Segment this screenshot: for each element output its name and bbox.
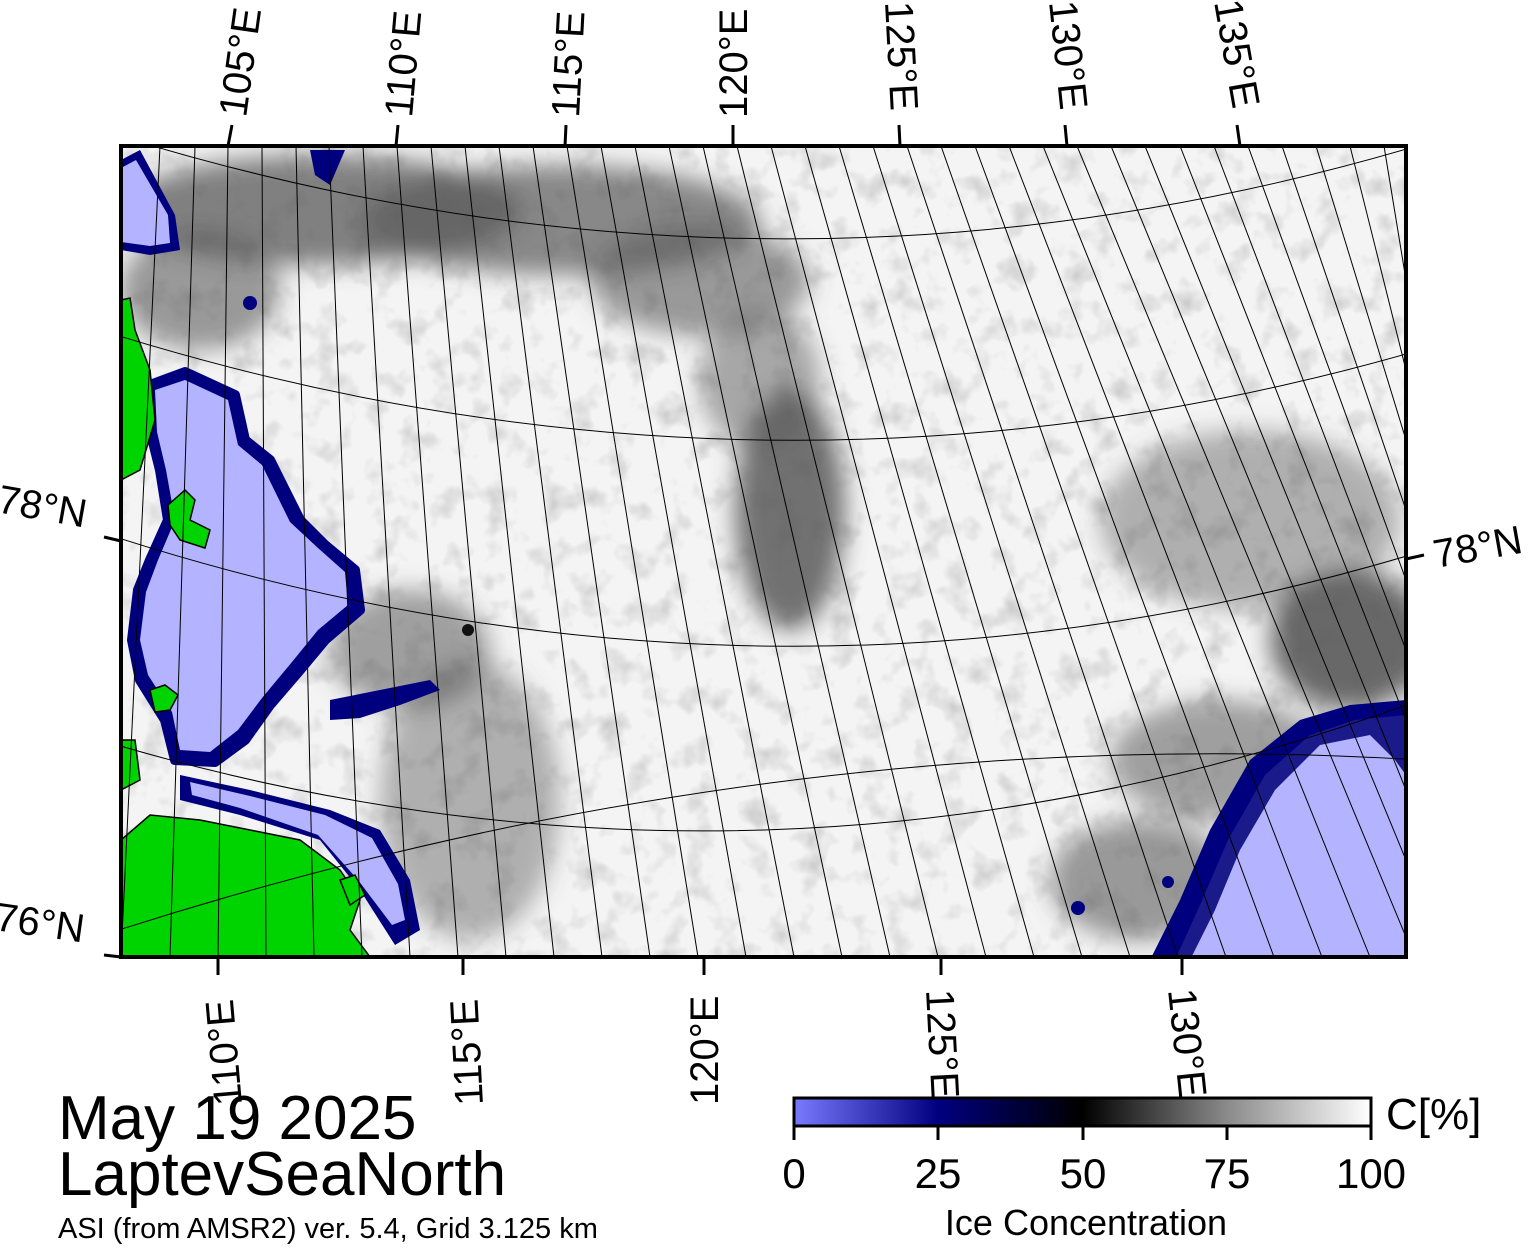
top-lon-label-115: 115°E [544,10,594,119]
legend-tick-100: 100 [1335,1150,1407,1197]
top-longitude-labels: 105°E 110°E 115°E 120°E 125°E 130°E 135°… [211,0,1267,119]
bottom-lon-label-130: 130°E [1159,986,1214,1099]
map-area [121,146,1406,957]
region-title: LaptevSeaNorth [58,1140,507,1209]
left-lat-label-78: 78°N [0,478,90,537]
data-source-subtitle: ASI (from AMSR2) ver. 5.4, Grid 3.125 km [58,1213,598,1245]
open-water-left [121,150,440,945]
legend-tick-25: 25 [914,1150,962,1197]
top-lon-label-125: 125°E [876,0,926,112]
map-frame [119,144,1408,959]
legend-tick-75: 75 [1203,1150,1251,1197]
graticule-meridians [121,146,1406,957]
open-water-right [243,150,1406,957]
land [121,297,371,957]
legend-tick-50: 50 [1059,1150,1107,1197]
top-lon-label-105: 105°E [211,5,270,119]
top-lon-label-110: 110°E [377,9,430,119]
graticule-parallels [121,146,1406,930]
bottom-lon-label-110: 110°E [198,998,251,1108]
top-lon-label-135: 135°E [1205,0,1267,111]
right-lat-label-78: 78°N [1430,518,1526,577]
bottom-longitude-labels: 110°E 115°E 120°E 125°E 130°E [198,986,1214,1107]
ice-texture [121,155,1406,940]
colorbar [792,1096,1373,1140]
bottom-lon-label-115: 115°E [442,998,492,1107]
top-lon-label-130: 130°E [1040,0,1095,112]
date-title: May 19 2025 [58,1084,417,1153]
left-lat-label-76: 76°N [0,895,87,951]
legend-unit: C[%] [1386,1090,1482,1139]
axis-ticks [103,124,1425,975]
bottom-lon-label-125: 125°E [917,988,967,1100]
legend-title: Ice Concentration [944,1202,1228,1243]
bottom-lon-label-120: 120°E [683,996,727,1105]
top-lon-label-120: 120°E [712,9,756,118]
legend-tick-0: 0 [782,1150,806,1197]
